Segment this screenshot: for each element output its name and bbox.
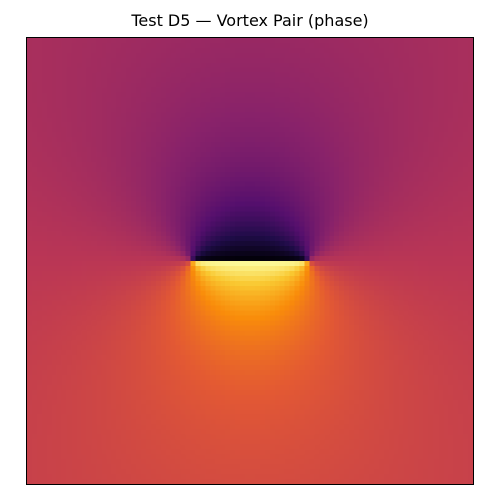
chart-title: Test D5 — Vortex Pair (phase) — [131, 11, 369, 30]
plot-area — [26, 37, 474, 485]
phase-heatmap — [27, 38, 473, 484]
